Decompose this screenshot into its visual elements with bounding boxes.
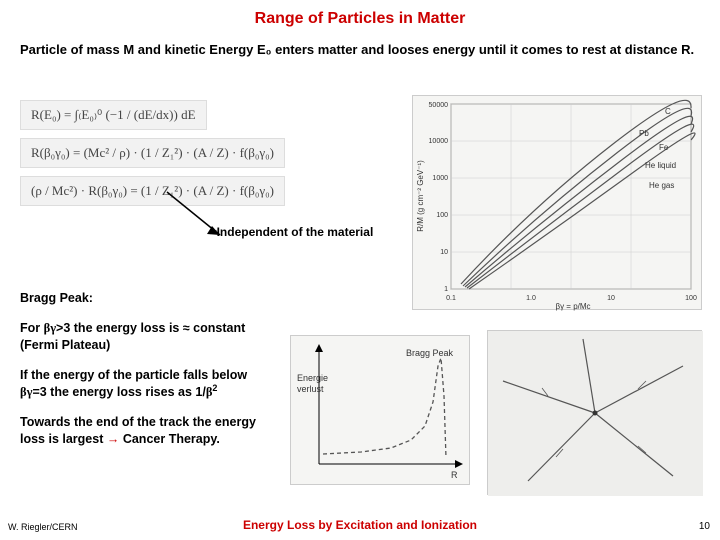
svg-text:100: 100 bbox=[685, 295, 697, 302]
track-star-image bbox=[487, 330, 702, 495]
equation-1: R(E₀) = ∫₍E₀₎⁰ (−1 / (dE/dx)) dE bbox=[20, 100, 207, 130]
range-chart: C Pb Fe He liquid He gas 1 10 100 1000 1… bbox=[412, 95, 702, 310]
svg-text:1: 1 bbox=[444, 286, 448, 293]
arrow-icon bbox=[165, 190, 235, 250]
chart-top-ylabel: R/M (g cm⁻² GeV⁻¹) bbox=[416, 160, 425, 232]
svg-text:100: 100 bbox=[436, 212, 448, 219]
equation-2: R(β₀γ₀) = (Mc² / ρ) · (1 / Z₁²) · (A / Z… bbox=[20, 138, 285, 168]
svg-text:Energie: Energie bbox=[297, 373, 328, 383]
svg-text:0.1: 0.1 bbox=[446, 295, 456, 302]
svg-text:Pb: Pb bbox=[639, 129, 649, 138]
bragg-p3: Towards the end of the track the energy … bbox=[20, 414, 270, 447]
svg-text:C: C bbox=[665, 107, 671, 116]
page-title: Range of Particles in Matter bbox=[0, 0, 720, 28]
svg-text:Fe: Fe bbox=[659, 143, 669, 152]
right-arrow-icon: → bbox=[107, 432, 120, 446]
footer-title: Energy Loss by Excitation and Ionization bbox=[0, 518, 720, 532]
bragg-heading: Bragg Peak: bbox=[20, 290, 270, 306]
svg-text:10: 10 bbox=[440, 249, 448, 256]
intro-text: Particle of mass M and kinetic Energy E₀… bbox=[0, 28, 720, 65]
svg-text:He liquid: He liquid bbox=[645, 161, 676, 170]
svg-text:R: R bbox=[451, 470, 458, 480]
bragg-curve-chart: Bragg Peak Energie verlust R bbox=[290, 335, 470, 485]
equation-3: (ρ / Mc²) · R(β₀γ₀) = (1 / Z₁²) · (A / Z… bbox=[20, 176, 285, 206]
bragg-peak-label: Bragg Peak bbox=[406, 348, 454, 358]
svg-text:He gas: He gas bbox=[649, 181, 674, 190]
svg-text:1000: 1000 bbox=[432, 175, 448, 182]
independent-annotation: ≈Independent of the material bbox=[210, 225, 373, 239]
chart-top-xlabel: βγ = p/Mc bbox=[555, 302, 590, 311]
bragg-p1: For βγ>3 the energy loss is ≈ constant (… bbox=[20, 320, 270, 353]
svg-text:50000: 50000 bbox=[429, 102, 449, 109]
bragg-p2: If the energy of the particle falls belo… bbox=[20, 367, 270, 401]
svg-text:10: 10 bbox=[607, 295, 615, 302]
footer-page-number: 10 bbox=[699, 521, 710, 532]
svg-text:10000: 10000 bbox=[429, 138, 449, 145]
bragg-block: Bragg Peak: For βγ>3 the energy loss is … bbox=[20, 290, 270, 461]
svg-text:1.0: 1.0 bbox=[526, 295, 536, 302]
svg-text:verlust: verlust bbox=[297, 384, 324, 394]
